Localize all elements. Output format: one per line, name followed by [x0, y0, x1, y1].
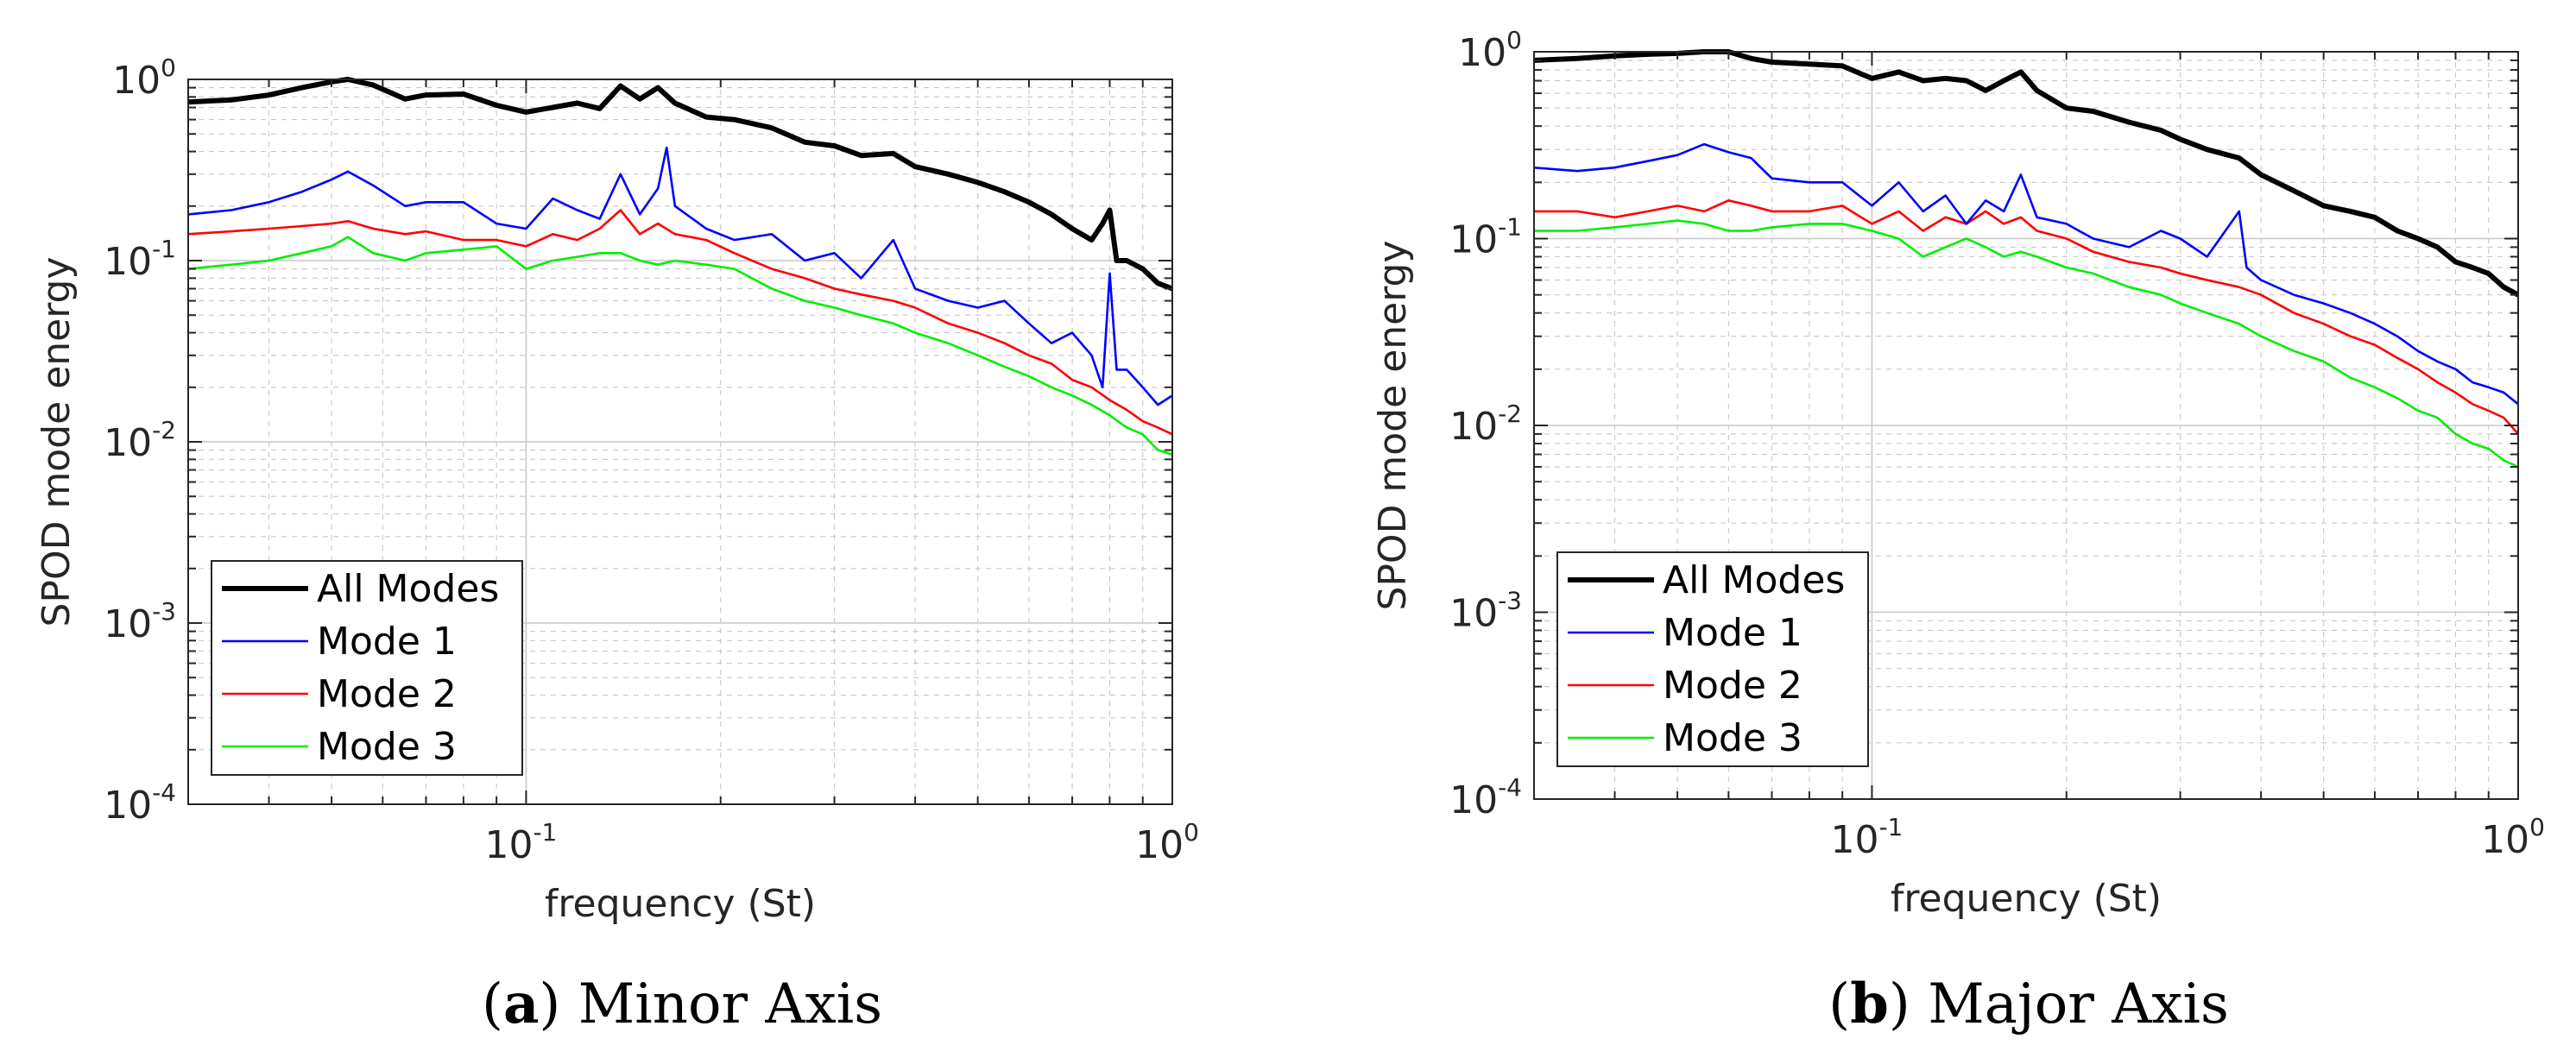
y-tick-label-base: 10: [1458, 31, 1506, 75]
x-tick-label-base: 10: [484, 823, 533, 867]
legend-label: Mode 3: [317, 725, 457, 769]
caption-title: Major Axis: [1928, 973, 2229, 1036]
y-tick-label-exponent: -2: [152, 416, 176, 444]
caption-letter: b: [1850, 972, 1889, 1036]
series-line-mode-2: [187, 209, 1173, 436]
legend-label: All Modes: [1663, 558, 1845, 602]
series-group: [187, 77, 1174, 456]
y-tick-label: 10-1: [104, 235, 176, 284]
series-line-mode-1: [1533, 142, 2519, 406]
series-line-mode-3: [187, 236, 1173, 456]
y-tick-label-base: 10: [112, 59, 161, 103]
x-tick-label: 100: [1135, 818, 1199, 867]
x-tick-label-exponent: 0: [1184, 818, 1199, 847]
legend-label: Mode 3: [1663, 716, 1803, 760]
legend: All Modes Mode 1 Mode 2 Mode 3: [1556, 551, 1869, 767]
legend-box: [1556, 551, 1869, 767]
y-tick-label-exponent: -4: [1498, 773, 1522, 802]
y-tick-label: 10-4: [104, 778, 176, 828]
axis-ticks: [187, 79, 1173, 805]
caption-title: Minor Axis: [578, 973, 882, 1036]
series-line-mode-1: [187, 146, 1173, 406]
y-tick-label-base: 10: [1449, 592, 1498, 636]
figure-caption: (a) Minor Axis: [482, 972, 882, 1036]
y-tick-label-base: 10: [104, 784, 152, 828]
x-tick-label-base: 10: [1135, 823, 1184, 867]
caption-open-paren: (: [1828, 973, 1850, 1036]
x-tick-label-exponent: -1: [533, 818, 557, 847]
y-tick-label-exponent: 0: [1506, 26, 1522, 54]
y-tick-label-exponent: -3: [152, 597, 176, 626]
caption-open-paren: (: [482, 973, 503, 1036]
x-tick-label-exponent: 0: [2529, 813, 2545, 841]
legend-label: Mode 2: [1663, 664, 1803, 708]
x-axis-label: frequency (St): [545, 882, 816, 926]
figure-caption: (b) Major Axis: [1828, 972, 2229, 1036]
y-tick-label-base: 10: [104, 240, 152, 284]
x-tick-label-base: 10: [2481, 818, 2529, 862]
series-line-mode-3: [1534, 219, 2519, 469]
y-tick-label: 10-2: [1449, 400, 1522, 449]
y-tick-label-exponent: 0: [161, 54, 176, 82]
y-axis-label: SPOD mode energy: [35, 256, 79, 626]
legend-box: [211, 560, 523, 776]
x-tick-label: 100: [2481, 813, 2545, 862]
series-line-mode-2: [1534, 199, 2519, 435]
y-tick-label-exponent: -4: [152, 778, 176, 807]
legend: All Modes Mode 1 Mode 2 Mode 3: [211, 560, 523, 776]
caption-close-paren: ): [1889, 973, 1928, 1036]
x-tick-label-base: 10: [1830, 818, 1878, 862]
legend-label: Mode 1: [1663, 611, 1803, 655]
y-tick-label-exponent: -1: [1498, 213, 1522, 242]
caption-letter: a: [503, 972, 539, 1036]
caption-close-paren: ): [539, 973, 578, 1036]
y-tick-label: 100: [112, 54, 176, 103]
y-tick-label-base: 10: [1449, 778, 1498, 822]
legend-label: Mode 2: [317, 672, 457, 716]
y-tick-label-base: 10: [104, 421, 152, 465]
x-tick-label-exponent: -1: [1878, 813, 1903, 841]
legend-label: All Modes: [317, 567, 499, 611]
y-tick-label-exponent: -2: [1498, 400, 1522, 428]
y-tick-label-base: 10: [1449, 218, 1498, 262]
legend-label: Mode 1: [317, 620, 457, 664]
series-line-all-modes: [187, 77, 1174, 292]
y-tick-label-base: 10: [1449, 405, 1498, 449]
y-tick-label: 10-4: [1449, 773, 1522, 822]
x-axis-label: frequency (St): [1891, 877, 2162, 921]
series-group: [1533, 49, 2520, 469]
y-tick-label: 10-3: [104, 597, 176, 646]
y-tick-label: 100: [1458, 26, 1522, 75]
y-tick-label: 10-3: [1449, 587, 1522, 636]
y-tick-label-exponent: -1: [152, 235, 176, 263]
series-line-all-modes: [1533, 49, 2520, 298]
y-tick-label-exponent: -3: [1498, 587, 1522, 615]
x-tick-label: 10-1: [484, 818, 557, 867]
axis-ticks: [1533, 51, 2519, 800]
x-tick-label: 10-1: [1830, 813, 1903, 862]
y-axis-label: SPOD mode energy: [1371, 240, 1415, 610]
y-tick-label: 10-1: [1449, 213, 1522, 262]
y-tick-label: 10-2: [104, 416, 176, 465]
y-tick-label-base: 10: [104, 602, 152, 646]
